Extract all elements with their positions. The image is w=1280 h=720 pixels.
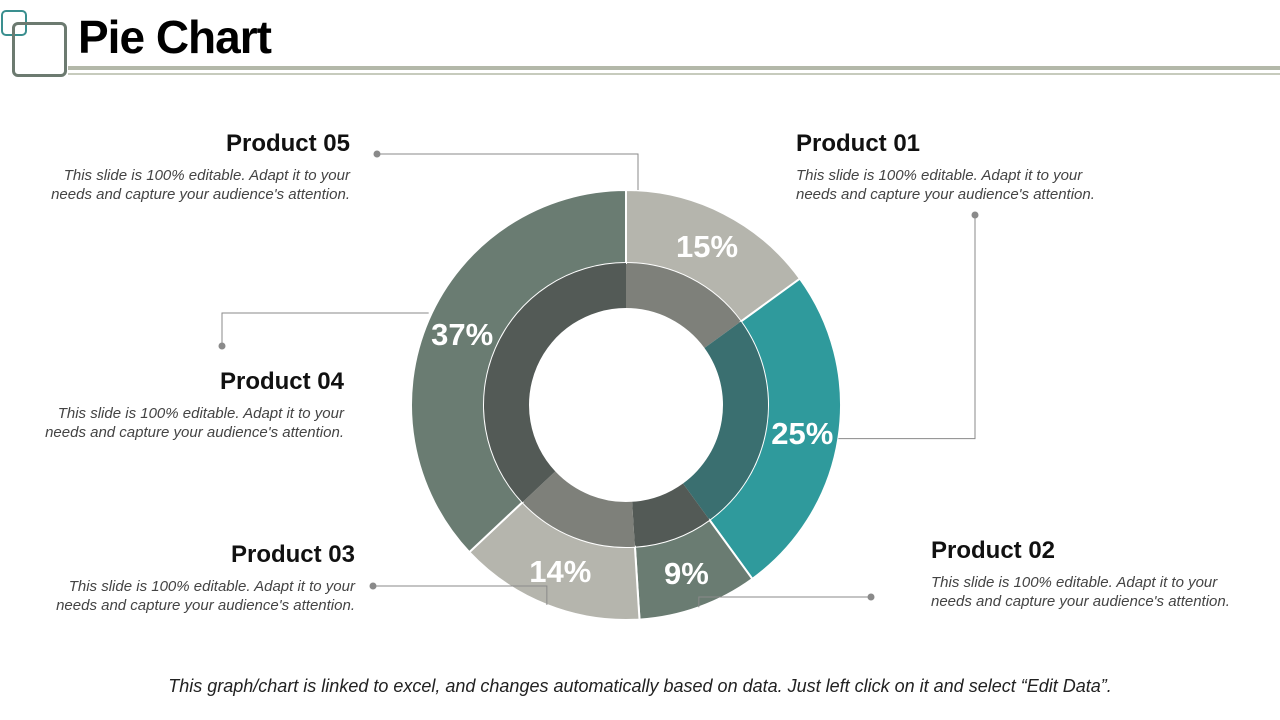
footer-note: This graph/chart is linked to excel, and…: [168, 676, 1112, 696]
product-02-block: Product 02 This slide is 100% editable. …: [931, 537, 1231, 611]
slice-inner-product-03[interactable]: [632, 483, 710, 547]
product-01-title: Product 01: [796, 130, 921, 157]
product-03-title: Product 03: [230, 541, 355, 568]
slice-inner-product-01[interactable]: [626, 263, 741, 348]
product-04-block: Product 04 This slide is 100% editable. …: [44, 368, 344, 442]
product-02-title: Product 02: [931, 537, 1056, 564]
product-05-block: Product 05 This slide is 100% editable. …: [50, 130, 350, 204]
leader-product-01-dot: [971, 211, 979, 219]
page-title: Pie Chart: [78, 11, 272, 63]
title-rule: [68, 66, 1280, 70]
leader-product-01: [838, 215, 976, 440]
slice-inner-product-02[interactable]: [683, 321, 768, 520]
leader-product-03: [373, 585, 548, 605]
leader-product-04: [221, 312, 429, 346]
leader-product-02: [698, 596, 871, 608]
slice-inner-product-04[interactable]: [522, 471, 635, 547]
data-label-product-05: 37%: [431, 317, 493, 352]
leader-product-04-dot: [218, 342, 226, 350]
product-01-block: Product 01 This slide is 100% editable. …: [796, 130, 1096, 204]
product-04-title: Product 04: [219, 368, 344, 395]
logo-square-large: [12, 22, 67, 77]
slice-inner-product-05[interactable]: [484, 263, 626, 503]
data-label-product-03: 9%: [664, 556, 709, 591]
data-label-product-04: 14%: [529, 554, 591, 589]
product-05-desc: This slide is 100% editable. Adapt it to…: [51, 167, 350, 203]
product-04-desc: This slide is 100% editable. Adapt it to…: [45, 405, 344, 441]
leader-product-05: [377, 153, 639, 190]
leader-product-05-dot: [373, 150, 381, 158]
product-03-desc: This slide is 100% editable. Adapt it to…: [56, 578, 355, 614]
data-label-product-01: 15%: [676, 229, 738, 264]
product-03-block: Product 03 This slide is 100% editable. …: [55, 541, 355, 615]
product-01-desc: This slide is 100% editable. Adapt it to…: [796, 167, 1095, 203]
leader-product-02-dot: [867, 593, 875, 601]
product-05-title: Product 05: [225, 130, 350, 157]
data-label-product-02: 25%: [771, 416, 833, 451]
leader-product-03-dot: [369, 582, 377, 590]
title-rule-thin: [68, 73, 1280, 75]
product-02-desc: This slide is 100% editable. Adapt it to…: [931, 574, 1230, 610]
